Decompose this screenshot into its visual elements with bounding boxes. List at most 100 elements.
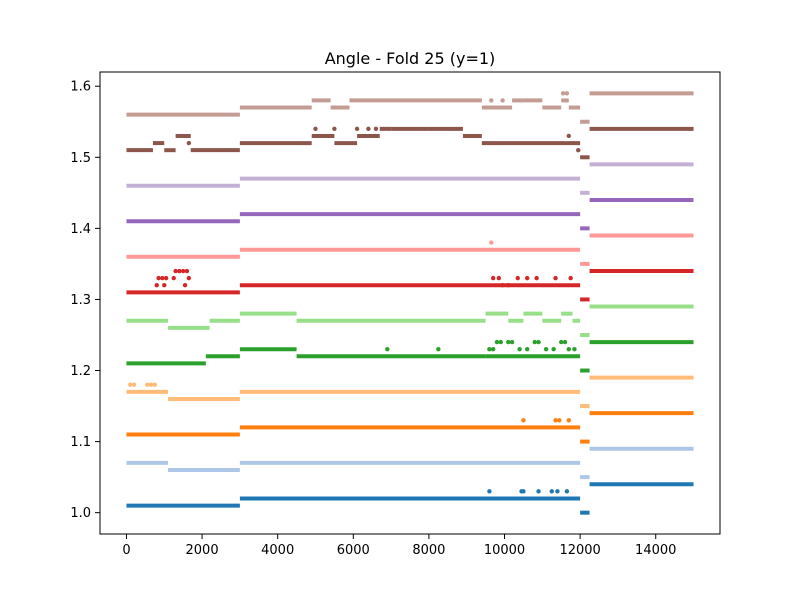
y-tick-label-6: 1.6 bbox=[70, 80, 91, 95]
series-4 bbox=[126, 339, 694, 373]
series-4-point-17 bbox=[572, 347, 577, 352]
series-10 bbox=[126, 126, 694, 160]
series-11-point-0 bbox=[489, 98, 494, 103]
series-3-point-1 bbox=[131, 382, 137, 387]
series-4-point-8 bbox=[517, 347, 522, 352]
series-6-point-7 bbox=[154, 283, 159, 288]
series-10-point-4 bbox=[366, 126, 371, 132]
series-4-point-1 bbox=[436, 347, 441, 352]
series-9 bbox=[126, 162, 694, 195]
series-3 bbox=[126, 375, 694, 409]
series-1 bbox=[126, 446, 694, 480]
plot-area bbox=[126, 91, 694, 515]
x-tick-label-1: 2000 bbox=[186, 543, 219, 558]
series-6-point-18 bbox=[568, 275, 573, 281]
series-6-point-0 bbox=[156, 275, 161, 281]
series-6-point-2 bbox=[163, 275, 169, 281]
series-0 bbox=[126, 482, 694, 515]
series-6-point-11 bbox=[182, 283, 188, 288]
series-6-point-20 bbox=[506, 283, 511, 288]
series-4-point-10 bbox=[532, 339, 537, 345]
series-11 bbox=[126, 91, 694, 124]
series-4-point-6 bbox=[506, 339, 511, 345]
series-6-point-16 bbox=[534, 275, 539, 281]
series-0-point-0 bbox=[487, 489, 492, 494]
series-10-point-3 bbox=[354, 126, 360, 132]
series-6-point-17 bbox=[553, 275, 558, 281]
series-6-point-12 bbox=[490, 275, 496, 281]
series-4-point-3 bbox=[490, 347, 496, 352]
y-tick-label-5: 1.5 bbox=[70, 151, 91, 166]
series-0-point-4 bbox=[549, 489, 554, 494]
series-7-point-0 bbox=[489, 240, 494, 245]
series-4-point-12 bbox=[543, 347, 549, 352]
series-4-point-16 bbox=[566, 347, 571, 352]
series-3-point-4 bbox=[152, 382, 158, 387]
x-tick-label-0: 0 bbox=[122, 543, 130, 558]
series-6-point-9 bbox=[171, 275, 176, 281]
series-4-point-0 bbox=[385, 347, 390, 352]
series-0-point-3 bbox=[536, 489, 541, 494]
x-tick-label-3: 6000 bbox=[337, 543, 370, 558]
series-6-point-19 bbox=[500, 283, 505, 288]
series-6-point-5 bbox=[180, 268, 186, 274]
series-10-point-1 bbox=[313, 126, 318, 132]
series-5 bbox=[126, 304, 694, 337]
series-3-point-3 bbox=[148, 382, 154, 387]
series-4-point-15 bbox=[562, 339, 568, 345]
series-4-point-5 bbox=[498, 339, 503, 345]
series-10-point-7 bbox=[576, 147, 581, 153]
series-4-point-7 bbox=[509, 339, 515, 345]
series-3-point-2 bbox=[145, 382, 150, 387]
series-4-point-14 bbox=[559, 339, 564, 345]
series-2-point-3 bbox=[566, 418, 571, 423]
y-tick-label-3: 1.3 bbox=[70, 293, 91, 308]
axes-frame bbox=[99, 71, 721, 535]
x-tick-label-4: 8000 bbox=[412, 543, 445, 558]
series-6-point-8 bbox=[162, 283, 167, 288]
x-tick-label-2: 4000 bbox=[261, 543, 294, 558]
series-2-point-0 bbox=[521, 418, 526, 423]
series-6-point-14 bbox=[515, 275, 520, 281]
series-8 bbox=[126, 197, 694, 231]
series-4-point-2 bbox=[487, 347, 492, 352]
series-6-point-10 bbox=[186, 275, 192, 281]
series-6-point-6 bbox=[184, 268, 190, 274]
series-7 bbox=[126, 233, 694, 266]
y-tick-label-2: 1.2 bbox=[70, 364, 91, 379]
series-6-point-13 bbox=[496, 275, 502, 281]
series-4-point-4 bbox=[494, 339, 500, 345]
series-11-point-1 bbox=[500, 98, 505, 103]
series-2-point-2 bbox=[557, 418, 562, 423]
series-4-point-9 bbox=[524, 347, 530, 352]
series-11-point-2 bbox=[560, 91, 566, 96]
series-6-point-1 bbox=[160, 275, 165, 281]
series-10-point-5 bbox=[373, 126, 379, 132]
series-3-point-0 bbox=[128, 382, 133, 387]
y-tick-label-4: 1.4 bbox=[70, 222, 91, 237]
series-6 bbox=[126, 268, 694, 302]
x-axis: 0 2000 4000 6000 8000 10000 12000 14000 bbox=[122, 534, 676, 558]
series-10-point-0 bbox=[186, 140, 192, 146]
series-2-point-1 bbox=[553, 418, 558, 423]
series-6-point-15 bbox=[524, 275, 530, 281]
chart-title: Angle - Fold 25 (y=1) bbox=[325, 49, 496, 68]
series-0-point-6 bbox=[564, 489, 570, 494]
series-11-point-3 bbox=[564, 91, 570, 96]
x-tick-label-7: 14000 bbox=[635, 543, 676, 558]
series-4-point-13 bbox=[551, 347, 556, 352]
series-2 bbox=[126, 411, 694, 444]
x-tick-label-5: 10000 bbox=[484, 543, 525, 558]
series-6-point-3 bbox=[173, 268, 178, 274]
x-tick-label-6: 12000 bbox=[559, 543, 600, 558]
series-6-point-4 bbox=[177, 268, 182, 274]
series-10-point-2 bbox=[332, 126, 337, 132]
series-0-point-2 bbox=[521, 489, 526, 494]
series-0-point-5 bbox=[555, 489, 560, 494]
y-tick-label-1: 1.1 bbox=[70, 435, 91, 450]
y-axis: 1.0 1.1 1.2 1.3 1.4 1.5 1.6 bbox=[70, 80, 100, 521]
series-4-point-11 bbox=[536, 339, 541, 345]
series-10-point-6 bbox=[566, 133, 571, 139]
